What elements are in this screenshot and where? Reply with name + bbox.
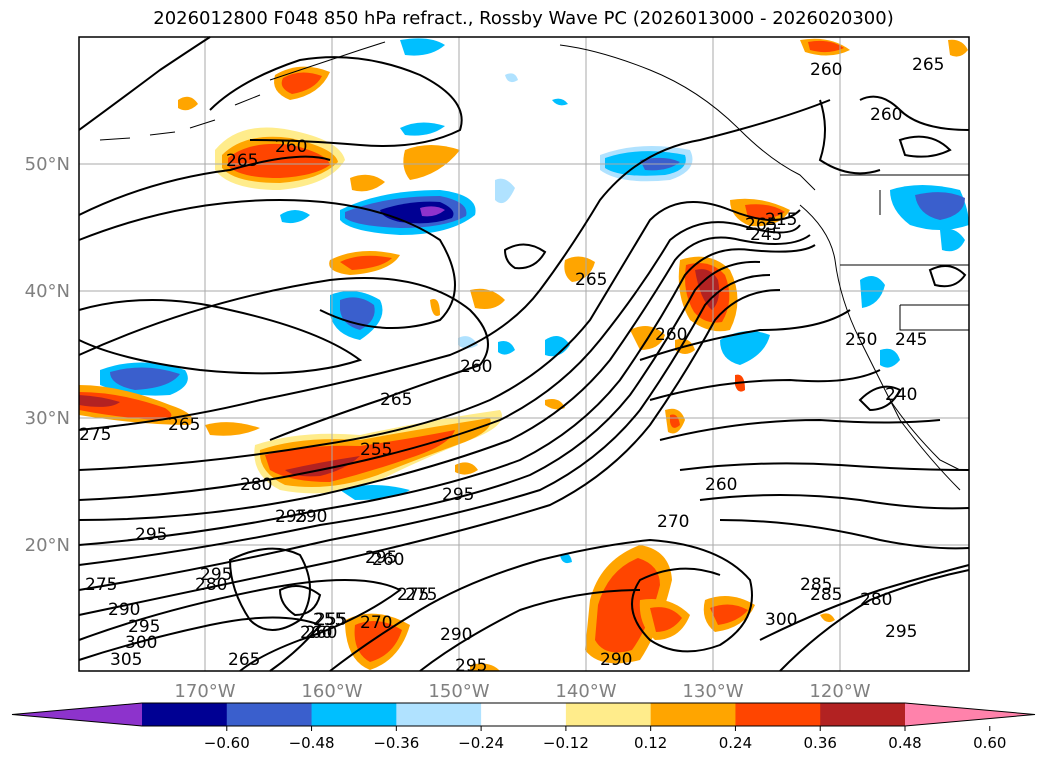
contour-label: 245 bbox=[750, 225, 782, 245]
contour-lines bbox=[78, 36, 970, 672]
contour-label: 265 bbox=[168, 415, 200, 435]
colorbar-tick-label: 0.48 bbox=[888, 734, 921, 752]
contour-label: 275 bbox=[397, 585, 429, 605]
contour-label: 305 bbox=[110, 650, 142, 670]
contour-label: 250 bbox=[845, 330, 877, 350]
colorbar-segment bbox=[226, 703, 313, 726]
contour-label: 245 bbox=[895, 330, 927, 350]
contour-label-group: 260 265 260 255 265 260 260 265 265 215 … bbox=[79, 55, 944, 676]
colorbar-outline bbox=[11, 702, 1036, 727]
lat-label: 40°N bbox=[25, 281, 70, 302]
contour-label: 260 bbox=[305, 623, 337, 643]
lon-label: 120°W bbox=[809, 681, 870, 702]
contour-label: 260 bbox=[870, 105, 902, 125]
contour-label: 255 bbox=[313, 610, 345, 630]
contour-label: 265 bbox=[226, 151, 258, 171]
contour-label: 260 bbox=[810, 60, 842, 80]
contour-label: 290 bbox=[108, 600, 140, 620]
contour-label: 265 bbox=[575, 270, 607, 290]
contour-label: 285 bbox=[810, 585, 842, 605]
graticule bbox=[79, 37, 969, 671]
map-title: 2026012800 F048 850 hPa refract., Rossby… bbox=[153, 8, 894, 29]
contour-label: 290 bbox=[600, 650, 632, 670]
lat-label: 20°N bbox=[25, 535, 70, 556]
contour-label: 275 bbox=[405, 585, 437, 605]
contour-label: 265 bbox=[380, 390, 412, 410]
lat-label: 30°N bbox=[25, 408, 70, 429]
colorbar-tick-label: −0.48 bbox=[289, 734, 335, 752]
longitude-labels: 170°W 160°W 150°W 140°W 130°W 120°W bbox=[174, 681, 870, 702]
contour-label: 295 bbox=[442, 485, 474, 505]
colorbar-segment bbox=[142, 703, 228, 726]
contour-label: 260 bbox=[655, 325, 687, 345]
colorbar-extend-high bbox=[905, 703, 1035, 726]
contour-label: 215 bbox=[765, 210, 797, 230]
contour-label: 280 bbox=[240, 475, 272, 495]
contour-label: 290 bbox=[295, 507, 327, 527]
contour-label: 295 bbox=[365, 548, 397, 568]
colorbar-tick-label: 0.24 bbox=[719, 734, 752, 752]
contour-label: 275 bbox=[79, 425, 111, 445]
lon-label: 170°W bbox=[174, 681, 235, 702]
colorbar-tick-label: −0.60 bbox=[204, 734, 250, 752]
contour-label: 265 bbox=[912, 55, 944, 75]
contour-label: 270 bbox=[360, 613, 392, 633]
colorbar-tick-label: 0.36 bbox=[804, 734, 837, 752]
contour-label: 295 bbox=[455, 656, 487, 676]
colorbar-segment bbox=[565, 703, 652, 726]
contour-label: 295 bbox=[135, 525, 167, 545]
colorbar-tick-label: −0.24 bbox=[458, 734, 504, 752]
contour-label: 295 bbox=[128, 617, 160, 637]
colorbar-segment bbox=[650, 703, 736, 726]
lon-label: 150°W bbox=[428, 681, 489, 702]
contour-label: 260 bbox=[705, 475, 737, 495]
contour-label: 280 bbox=[860, 590, 892, 610]
colorbar-tick-label: 0.12 bbox=[634, 734, 667, 752]
contour-label: 260 bbox=[460, 357, 492, 377]
colorbar-tick-label: −0.12 bbox=[543, 734, 589, 752]
contour-label: 255 bbox=[360, 440, 392, 460]
latitude-labels: 50°N 40°N 30°N 20°N bbox=[25, 154, 70, 556]
colorbar: −0.60 −0.48 −0.36 −0.24 −0.12 0.12 0.24 0.36 0.4… bbox=[11, 702, 1036, 752]
contour-label: 300 bbox=[765, 610, 797, 630]
lat-label: 50°N bbox=[25, 154, 70, 175]
contour-label: 265 bbox=[228, 650, 260, 670]
contour-label: 285 bbox=[800, 575, 832, 595]
colorbar-segment bbox=[311, 703, 397, 726]
contour-label: 300 bbox=[125, 633, 157, 653]
map-frame bbox=[78, 36, 970, 672]
colorbar-tick-label: 0.60 bbox=[973, 734, 1006, 752]
contour-label: 295 bbox=[275, 507, 307, 527]
lon-label: 160°W bbox=[301, 681, 362, 702]
contour-label: 280 bbox=[195, 575, 227, 595]
colorbar-segment bbox=[481, 703, 567, 726]
colorbar-segment bbox=[735, 703, 821, 726]
contour-label: 240 bbox=[885, 385, 917, 405]
contour-label: 295 bbox=[200, 565, 232, 585]
contour-label: 255 bbox=[315, 610, 347, 630]
colorbar-tick-label: −0.36 bbox=[373, 734, 419, 752]
contour-label: 260 bbox=[275, 137, 307, 157]
contour-label: 260 bbox=[300, 623, 332, 643]
colorbar-extend-low bbox=[12, 703, 142, 726]
lon-label: 130°W bbox=[682, 681, 743, 702]
colorbar-segment bbox=[396, 703, 482, 726]
contour-label: 295 bbox=[885, 622, 917, 642]
coastlines bbox=[99, 41, 969, 491]
contour-label: 260 bbox=[372, 550, 404, 570]
contour-label: 275 bbox=[85, 575, 117, 595]
contour-label: 265 bbox=[745, 215, 777, 235]
contour-label: 270 bbox=[657, 512, 689, 532]
lon-label: 140°W bbox=[555, 681, 616, 702]
contour-label: 290 bbox=[440, 625, 472, 645]
colorbar-segment bbox=[820, 703, 906, 726]
